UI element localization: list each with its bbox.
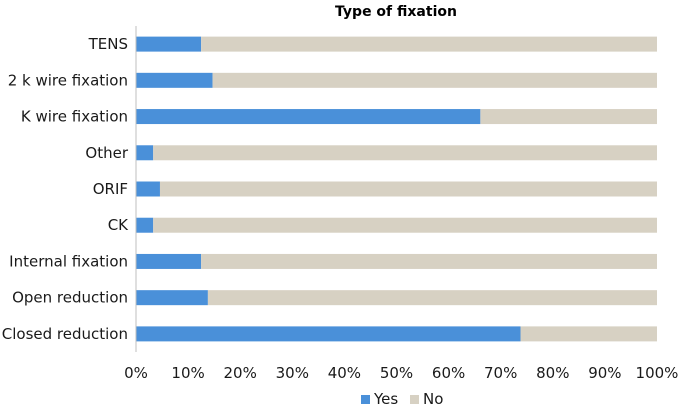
category-labels: TENS 2 k wire fixation K wire fixation Othe… xyxy=(2,35,129,343)
bar-yes-5 xyxy=(136,217,154,233)
x-tick-label: 80% xyxy=(536,364,569,382)
x-tick-label: 40% xyxy=(328,364,361,382)
bar-no-6 xyxy=(201,253,657,269)
bar-yes-2 xyxy=(136,109,481,125)
category-label: ORIF xyxy=(93,180,128,198)
bar-no-8 xyxy=(520,326,657,342)
bar-yes-6 xyxy=(136,253,202,269)
legend-label-no: No xyxy=(423,390,443,408)
x-tick-label: 20% xyxy=(224,364,257,382)
x-tick-label: 50% xyxy=(380,364,413,382)
bar-yes-7 xyxy=(136,290,208,306)
bar-no-4 xyxy=(159,181,657,197)
x-tick-label: 70% xyxy=(484,364,517,382)
bar-yes-3 xyxy=(136,145,154,161)
bars-group xyxy=(136,36,657,342)
category-label: Open reduction xyxy=(12,289,128,307)
legend: Yes No xyxy=(361,390,443,408)
bar-no-2 xyxy=(480,109,657,125)
bar-yes-1 xyxy=(136,72,213,88)
x-tick-label: 10% xyxy=(171,364,204,382)
x-tick-label: 60% xyxy=(432,364,465,382)
category-label: TENS xyxy=(88,35,128,53)
chart-title: Type of fixation xyxy=(335,4,457,20)
legend-swatch-yes xyxy=(361,395,370,404)
category-label: Closed reduction xyxy=(2,325,128,343)
x-axis-ticks: 0% 10% 20% 30% 40% 50% 60% 70% 80% 90% 100% xyxy=(124,364,678,382)
bar-yes-0 xyxy=(136,36,202,52)
bar-no-5 xyxy=(153,217,657,233)
x-tick-label: 30% xyxy=(276,364,309,382)
bar-yes-4 xyxy=(136,181,160,197)
category-label: K wire fixation xyxy=(21,108,128,126)
bar-yes-8 xyxy=(136,326,521,342)
category-label: Other xyxy=(85,144,128,162)
legend-swatch-no xyxy=(410,395,419,404)
category-label: Internal fixation xyxy=(9,252,128,270)
bar-no-7 xyxy=(207,290,657,306)
x-tick-label: 100% xyxy=(636,364,679,382)
x-tick-label: 0% xyxy=(124,364,148,382)
category-label: 2 k wire fixation xyxy=(8,71,128,89)
bar-no-1 xyxy=(212,72,657,88)
category-label: CK xyxy=(108,216,129,234)
bar-no-3 xyxy=(153,145,657,161)
x-tick-label: 90% xyxy=(588,364,621,382)
legend-label-yes: Yes xyxy=(373,390,398,408)
bar-no-0 xyxy=(201,36,657,52)
